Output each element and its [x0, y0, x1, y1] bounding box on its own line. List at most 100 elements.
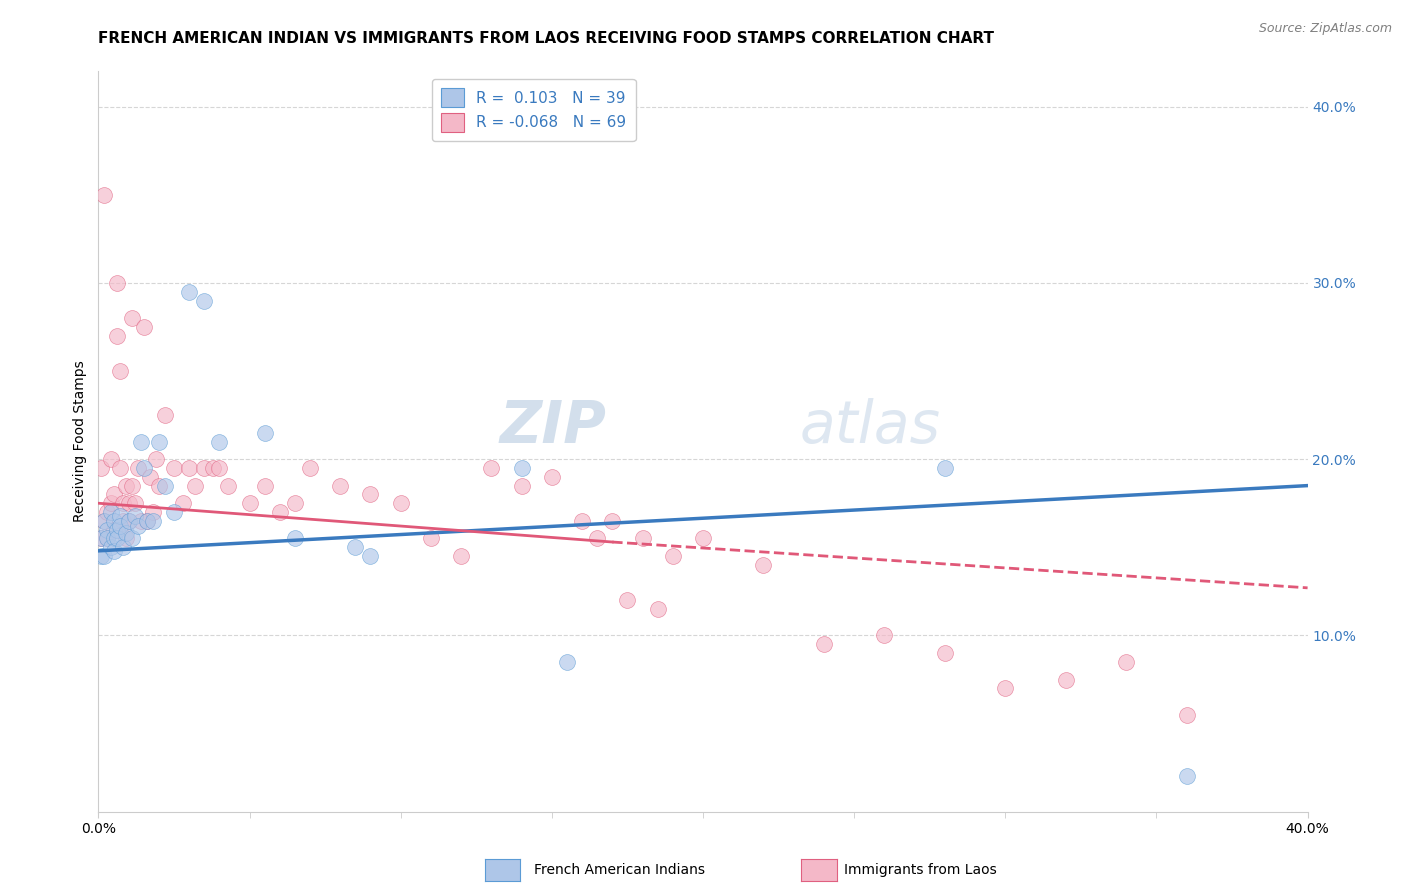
Point [179, 461, 201, 475]
Point [184, 478, 207, 492]
Point [661, 549, 683, 563]
Point [111, 496, 134, 510]
Point [360, 549, 382, 563]
Point [510, 478, 533, 492]
Point [129, 434, 152, 449]
Point [217, 478, 239, 492]
Point [571, 514, 593, 528]
Point [124, 508, 146, 523]
Point [108, 364, 131, 378]
Point [93, 514, 115, 528]
Point [145, 452, 167, 467]
Point [135, 514, 157, 528]
Point [360, 487, 382, 501]
Point [139, 470, 162, 484]
Point [148, 478, 170, 492]
Point [96, 532, 118, 546]
Point [90, 532, 112, 546]
Point [129, 514, 152, 528]
Text: ZIP: ZIP [499, 398, 606, 455]
Point [105, 532, 128, 546]
Point [96, 505, 118, 519]
Point [108, 519, 131, 533]
Point [142, 505, 165, 519]
Point [813, 637, 835, 651]
Point [692, 532, 714, 546]
Point [90, 549, 112, 563]
Point [108, 508, 131, 523]
Point [100, 505, 122, 519]
Point [103, 523, 125, 537]
Point [616, 593, 638, 607]
Point [420, 532, 443, 546]
Point [121, 311, 143, 326]
Point [193, 461, 215, 475]
Y-axis label: Receiving Food Stamps: Receiving Food Stamps [73, 360, 87, 523]
Point [121, 478, 143, 492]
Point [100, 496, 122, 510]
Point [111, 541, 134, 555]
Point [96, 532, 118, 546]
Point [135, 514, 157, 528]
Point [121, 532, 143, 546]
Point [1175, 769, 1198, 783]
Point [1054, 673, 1077, 687]
Point [329, 478, 352, 492]
Point [450, 549, 472, 563]
Point [179, 285, 201, 299]
Point [100, 541, 122, 555]
Point [114, 478, 136, 492]
Point [510, 461, 533, 475]
Point [103, 544, 125, 558]
Point [103, 487, 125, 501]
Point [163, 505, 186, 519]
Point [103, 532, 125, 546]
Point [114, 526, 136, 541]
Point [105, 276, 128, 290]
Text: Source: ZipAtlas.com: Source: ZipAtlas.com [1258, 22, 1392, 36]
Text: FRENCH AMERICAN INDIAN VS IMMIGRANTS FROM LAOS RECEIVING FOOD STAMPS CORRELATION: FRENCH AMERICAN INDIAN VS IMMIGRANTS FRO… [98, 31, 994, 46]
Text: French American Indians: French American Indians [534, 863, 706, 877]
Point [208, 461, 231, 475]
Point [253, 425, 276, 440]
Point [284, 532, 307, 546]
Point [90, 461, 112, 475]
Point [124, 496, 146, 510]
Point [105, 328, 128, 343]
Point [540, 470, 562, 484]
Point [647, 602, 669, 616]
Point [118, 496, 141, 510]
Text: atlas: atlas [800, 398, 941, 455]
Point [253, 478, 276, 492]
Point [752, 558, 775, 572]
Point [118, 514, 141, 528]
Point [934, 461, 956, 475]
Point [153, 408, 176, 422]
Text: Immigrants from Laos: Immigrants from Laos [844, 863, 997, 877]
Point [153, 478, 176, 492]
Point [934, 646, 956, 660]
Point [90, 532, 112, 546]
Point [202, 461, 225, 475]
Point [118, 514, 141, 528]
Point [96, 523, 118, 537]
Point [873, 628, 896, 642]
Point [193, 293, 215, 308]
Point [114, 532, 136, 546]
Point [105, 523, 128, 537]
Point [100, 452, 122, 467]
Point [148, 434, 170, 449]
Point [132, 320, 155, 334]
Point [208, 434, 231, 449]
Point [172, 496, 194, 510]
Point [389, 496, 412, 510]
Point [555, 655, 578, 669]
Point [602, 514, 624, 528]
Point [93, 514, 115, 528]
Point [631, 532, 654, 546]
Point [239, 496, 262, 510]
Point [93, 187, 115, 202]
Point [344, 541, 367, 555]
Point [284, 496, 307, 510]
Point [481, 461, 503, 475]
